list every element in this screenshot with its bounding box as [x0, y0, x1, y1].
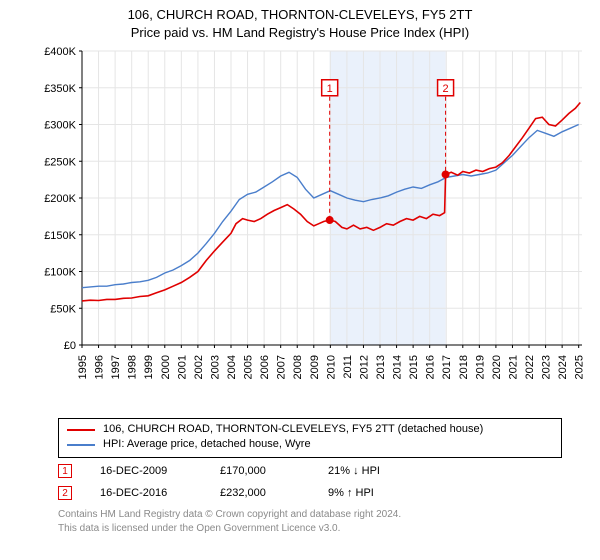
- svg-text:2004: 2004: [226, 355, 238, 379]
- svg-text:2002: 2002: [193, 355, 205, 379]
- sale-delta-2: 9% ↑ HPI: [328, 487, 418, 499]
- svg-text:£400K: £400K: [44, 46, 76, 58]
- svg-text:£250K: £250K: [44, 156, 76, 168]
- title-line-2: Price paid vs. HM Land Registry's House …: [0, 24, 600, 42]
- svg-text:2017: 2017: [441, 355, 453, 379]
- svg-text:2008: 2008: [292, 355, 304, 379]
- svg-text:2015: 2015: [408, 355, 420, 379]
- title-line-1: 106, CHURCH ROAD, THORNTON-CLEVELEYS, FY…: [0, 6, 600, 24]
- svg-text:2001: 2001: [176, 355, 188, 379]
- svg-text:1998: 1998: [127, 355, 139, 379]
- svg-text:2024: 2024: [557, 355, 569, 379]
- svg-text:2013: 2013: [375, 355, 387, 379]
- sale-delta-1: 21% ↓ HPI: [328, 465, 418, 477]
- svg-text:£50K: £50K: [50, 303, 76, 315]
- svg-text:2018: 2018: [458, 355, 470, 379]
- svg-text:2012: 2012: [358, 355, 370, 379]
- chart-titles: 106, CHURCH ROAD, THORNTON-CLEVELEYS, FY…: [0, 0, 600, 41]
- svg-text:£150K: £150K: [44, 230, 76, 242]
- legend-row-hpi: HPI: Average price, detached house, Wyre: [67, 437, 553, 452]
- legend-swatch-hpi: [67, 444, 95, 446]
- svg-text:2005: 2005: [243, 355, 255, 379]
- sale-badge-2-num: 2: [62, 488, 68, 499]
- svg-text:1: 1: [327, 83, 333, 95]
- svg-text:2011: 2011: [342, 355, 354, 379]
- chart-area: £0 £50K £100K £150K £200K £250K £300K £350K £400…: [30, 45, 590, 405]
- svg-text:2007: 2007: [276, 355, 288, 379]
- legend: 106, CHURCH ROAD, THORNTON-CLEVELEYS, FY…: [58, 418, 562, 458]
- svg-text:1997: 1997: [110, 355, 122, 379]
- sale-row-2: 2 16-DEC-2016 £232,000 9% ↑ HPI: [58, 482, 418, 504]
- svg-text:1999: 1999: [143, 355, 155, 379]
- legend-swatch-property: [67, 429, 95, 431]
- svg-text:1995: 1995: [77, 355, 89, 379]
- sale-price-1: £170,000: [220, 465, 300, 477]
- sale-badge-1: 1: [58, 464, 72, 478]
- svg-text:£0: £0: [64, 340, 76, 352]
- svg-text:£100K: £100K: [44, 267, 76, 279]
- svg-text:2025: 2025: [574, 355, 586, 379]
- sale-row-1: 1 16-DEC-2009 £170,000 21% ↓ HPI: [58, 460, 418, 482]
- sales-table: 1 16-DEC-2009 £170,000 21% ↓ HPI 2 16-DE…: [58, 460, 418, 504]
- footnotes: Contains HM Land Registry data © Crown c…: [58, 508, 401, 535]
- svg-text:2009: 2009: [309, 355, 321, 379]
- sale-date-2: 16-DEC-2016: [100, 487, 192, 499]
- svg-text:2020: 2020: [491, 355, 503, 379]
- svg-text:2014: 2014: [392, 355, 404, 379]
- sale-badge-2: 2: [58, 486, 72, 500]
- svg-text:2: 2: [443, 83, 449, 95]
- line-chart-svg: £0 £50K £100K £150K £200K £250K £300K £350K £400…: [30, 45, 590, 405]
- svg-text:2016: 2016: [425, 355, 437, 379]
- footnote-line-1: Contains HM Land Registry data © Crown c…: [58, 508, 401, 522]
- legend-label-hpi: HPI: Average price, detached house, Wyre: [103, 437, 311, 452]
- svg-text:2021: 2021: [507, 355, 519, 379]
- footnote-line-2: This data is licensed under the Open Gov…: [58, 522, 401, 536]
- svg-text:2010: 2010: [325, 355, 337, 379]
- svg-text:2003: 2003: [209, 355, 221, 379]
- svg-text:2023: 2023: [541, 355, 553, 379]
- svg-text:2006: 2006: [259, 355, 271, 379]
- svg-text:£350K: £350K: [44, 83, 76, 95]
- svg-text:2019: 2019: [474, 355, 486, 379]
- svg-text:£200K: £200K: [44, 193, 76, 205]
- legend-row-property: 106, CHURCH ROAD, THORNTON-CLEVELEYS, FY…: [67, 422, 553, 437]
- svg-text:2000: 2000: [160, 355, 172, 379]
- sale-price-2: £232,000: [220, 487, 300, 499]
- sale-badge-1-num: 1: [62, 466, 68, 477]
- sale-date-1: 16-DEC-2009: [100, 465, 192, 477]
- svg-text:£300K: £300K: [44, 120, 76, 132]
- legend-label-property: 106, CHURCH ROAD, THORNTON-CLEVELEYS, FY…: [103, 422, 483, 437]
- svg-text:1996: 1996: [94, 355, 106, 379]
- svg-text:2022: 2022: [524, 355, 536, 379]
